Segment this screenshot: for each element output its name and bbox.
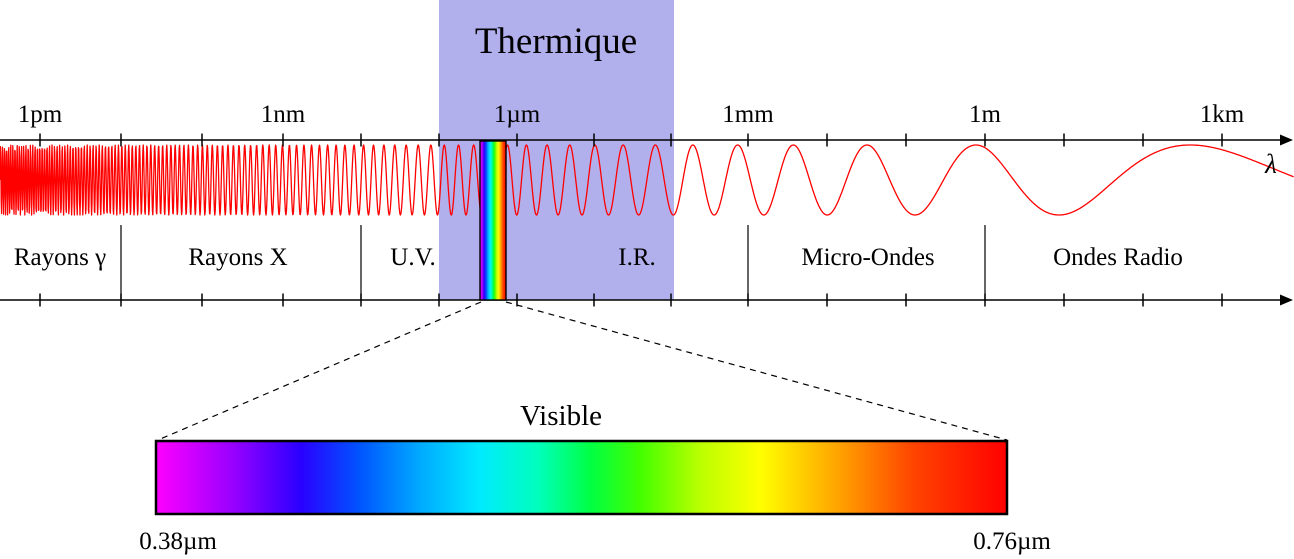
lambda-axis-label: λ (1265, 149, 1277, 179)
thermique-region-highlight (439, 0, 674, 300)
region-separators (120, 225, 986, 300)
zoom-guide-lines (157, 301, 1008, 441)
wavelength-wave (0, 144, 1294, 216)
visible-title: Visible (519, 400, 603, 432)
visible-band-strip (479, 140, 507, 301)
visible-spectrum-bar (154, 439, 1009, 516)
region-axis-arrow (1280, 294, 1293, 306)
visible-min-label: 0.38µm (139, 528, 217, 555)
wavelength-axis-arrow (1280, 134, 1293, 146)
visible-max-label: 0.76µm (973, 528, 1051, 555)
thermique-title: Thermique (474, 21, 638, 62)
